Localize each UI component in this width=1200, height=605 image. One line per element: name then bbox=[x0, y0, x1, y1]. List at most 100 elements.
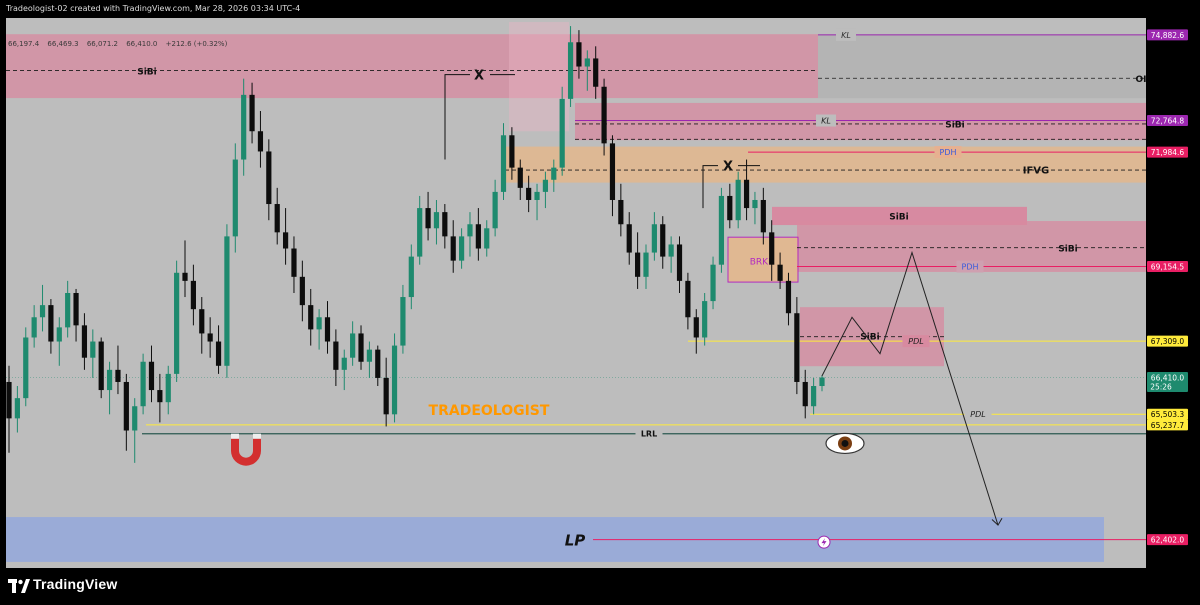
candle-42 bbox=[358, 325, 364, 370]
sibi-label-3: SiBi bbox=[889, 212, 909, 222]
candle-body-93 bbox=[785, 280, 792, 314]
candle-body-41 bbox=[350, 333, 356, 358]
breaker-block-zone[interactable] bbox=[728, 237, 798, 283]
sibi-zone-2[interactable] bbox=[575, 102, 1146, 141]
sibi-zone-top[interactable] bbox=[6, 34, 818, 99]
candle-55 bbox=[467, 212, 473, 257]
candle-body-54 bbox=[458, 236, 465, 261]
watermark-text: TRADEOLOGIST bbox=[429, 403, 550, 419]
price-tag-8: 62,402.0 bbox=[1147, 534, 1188, 546]
price-tag-label-4: 67,309.0 bbox=[1151, 337, 1185, 346]
candle-59 bbox=[500, 123, 507, 200]
candle-71 bbox=[601, 78, 607, 156]
sibi-zone-3[interactable] bbox=[772, 206, 1027, 226]
candle-body-94 bbox=[794, 313, 800, 382]
candle-39 bbox=[333, 329, 339, 387]
breaker-block-label: BRKB bbox=[750, 258, 775, 268]
candle-1 bbox=[14, 386, 20, 433]
candle-68 bbox=[576, 30, 582, 79]
candle-body-76 bbox=[643, 252, 649, 277]
candle-body-51 bbox=[433, 212, 440, 229]
candle-41 bbox=[350, 321, 356, 366]
tradingview-brand[interactable]: TradingView bbox=[33, 576, 118, 592]
pdh-label: PDH bbox=[962, 263, 979, 272]
candle-body-29 bbox=[249, 94, 255, 132]
candle-body-69 bbox=[584, 58, 590, 67]
candle-body-31 bbox=[266, 151, 272, 205]
candle-48 bbox=[408, 244, 414, 310]
candle-body-18 bbox=[157, 390, 163, 403]
candle-body-37 bbox=[316, 317, 322, 330]
candle-body-19 bbox=[165, 373, 171, 403]
candle-body-14 bbox=[123, 381, 129, 431]
candle-body-59 bbox=[500, 135, 507, 192]
projection-arrowhead bbox=[991, 518, 1003, 526]
price-tag-6: 65,503.3 bbox=[1147, 408, 1188, 420]
candle-body-58 bbox=[492, 191, 498, 229]
candle-body-70 bbox=[593, 58, 599, 87]
price-tag-bg-1 bbox=[1147, 115, 1188, 127]
candle-64 bbox=[542, 171, 549, 209]
candle-body-95 bbox=[802, 381, 808, 407]
price-tag-bg-2 bbox=[1147, 146, 1188, 158]
candle-body-75 bbox=[635, 252, 641, 277]
candle-66 bbox=[559, 86, 565, 176]
tradingview-logo-icon[interactable] bbox=[8, 578, 30, 594]
candle-body-11 bbox=[98, 341, 104, 391]
candle-body-28 bbox=[241, 94, 247, 160]
candle-89 bbox=[752, 191, 758, 225]
price-tag-label-7: 65,237.7 bbox=[1151, 421, 1185, 430]
candle-body-86 bbox=[727, 195, 733, 221]
eye-pupil bbox=[841, 439, 849, 447]
candle-body-23 bbox=[199, 309, 205, 334]
candle-body-53 bbox=[450, 236, 456, 261]
candle-44 bbox=[375, 345, 381, 387]
pdl-label: PDL bbox=[970, 410, 985, 419]
price-tag-bg-8 bbox=[1147, 534, 1188, 546]
pdl-label-top-bg bbox=[902, 335, 930, 348]
candle-86 bbox=[727, 183, 733, 229]
candle-53 bbox=[450, 220, 456, 273]
chart-canvas[interactable]: SiBi OI SiBi IFVG SiBi SiBi BRKB SiBi LP KL KL PDH… bbox=[0, 18, 1200, 568]
candle-82 bbox=[693, 309, 699, 354]
candle-49 bbox=[417, 195, 423, 265]
order-block-zone[interactable] bbox=[818, 34, 1146, 99]
candle-15 bbox=[132, 398, 138, 463]
price-tag-3: 69,154.5 bbox=[1147, 261, 1188, 273]
candle-body-6 bbox=[56, 327, 62, 342]
candle-body-10 bbox=[90, 341, 96, 358]
price-axis-background bbox=[1146, 18, 1200, 568]
candle-body-49 bbox=[417, 208, 423, 257]
candle-25 bbox=[215, 325, 222, 374]
x-marker-line-1 bbox=[444, 74, 470, 160]
magnet-icon bbox=[231, 433, 261, 466]
candle-61 bbox=[517, 159, 523, 200]
candle-23 bbox=[199, 297, 205, 354]
candle-body-42 bbox=[358, 333, 364, 362]
candle-80 bbox=[676, 236, 683, 293]
pdh-label-bg bbox=[956, 260, 984, 273]
candle-13 bbox=[115, 345, 121, 395]
candle-72 bbox=[609, 135, 616, 217]
pdh-label-top: PDH bbox=[940, 148, 957, 157]
candle-body-22 bbox=[190, 280, 196, 310]
candle-65 bbox=[551, 159, 557, 192]
candle-69 bbox=[584, 50, 590, 91]
chart-frame: SiBi OI SiBi IFVG SiBi SiBi BRKB SiBi LP KL KL PDH… bbox=[0, 18, 1200, 568]
candle-body-96 bbox=[811, 386, 817, 407]
candle-3 bbox=[31, 305, 37, 348]
candle-62 bbox=[526, 175, 532, 213]
candle-12 bbox=[106, 361, 113, 415]
candle-40 bbox=[341, 349, 347, 391]
sibi-label-5: SiBi bbox=[860, 333, 880, 343]
candle-body-60 bbox=[509, 135, 515, 168]
candle-9 bbox=[81, 313, 88, 370]
candle-0 bbox=[6, 365, 12, 453]
candle-75 bbox=[635, 232, 641, 289]
lightning-icon[interactable] bbox=[817, 535, 831, 549]
candle-body-38 bbox=[324, 317, 331, 342]
candle-body-35 bbox=[299, 276, 305, 306]
candle-body-0 bbox=[6, 381, 12, 419]
ohlc-low: 66,071.2 bbox=[86, 40, 118, 48]
pdh-label-top-bg bbox=[934, 146, 962, 159]
